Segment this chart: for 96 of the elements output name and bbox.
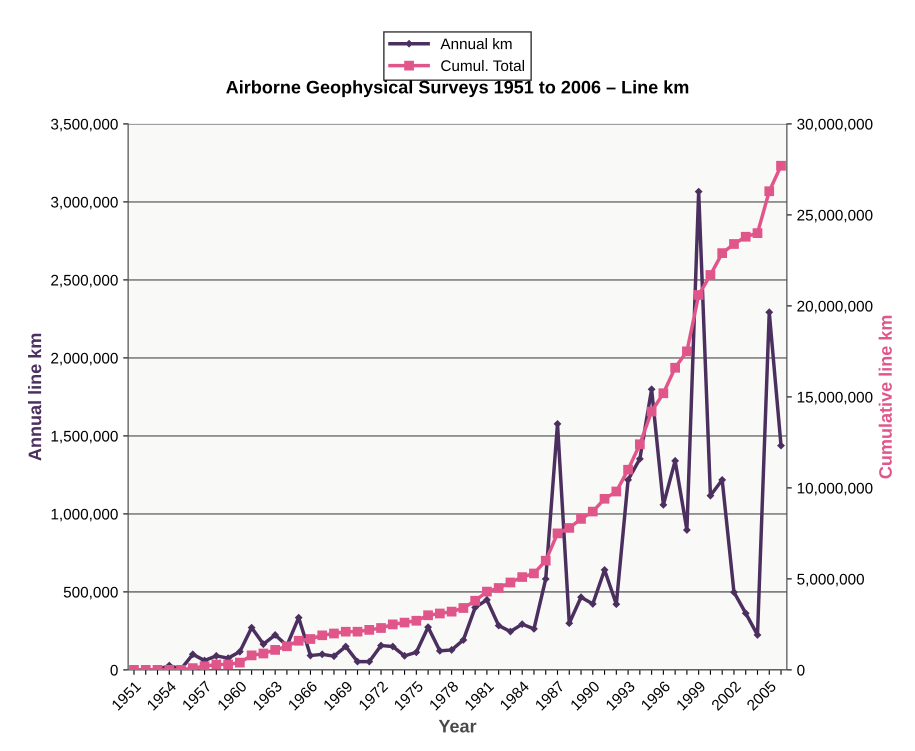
y-tick-label: 0 [110, 664, 118, 676]
y2-tick-label: 5,000,000 [797, 574, 864, 586]
point [470, 596, 480, 606]
point [342, 642, 350, 650]
point [564, 523, 574, 533]
point [589, 600, 596, 608]
y-tick-label: 3,000,000 [51, 196, 118, 210]
point [411, 616, 422, 626]
point [306, 634, 316, 644]
point [482, 586, 492, 596]
y2-axis-title: Cumulative line km [878, 316, 892, 478]
point [246, 650, 256, 660]
y-tick-label: 3,500,000 [51, 118, 118, 132]
point [212, 652, 220, 660]
point [706, 270, 716, 280]
point [752, 228, 762, 238]
point [436, 647, 444, 654]
y2-tick-label: 10,000,000 [798, 482, 872, 496]
point [506, 578, 516, 588]
point [552, 528, 562, 538]
y2-tick-label: 30,000,000 [797, 118, 872, 132]
point [542, 575, 550, 583]
point [460, 636, 468, 644]
y2-tick-label: 20,000,000 [797, 300, 872, 314]
point [495, 622, 502, 630]
point [200, 661, 210, 670]
point [577, 594, 585, 601]
point [236, 648, 244, 656]
point [318, 650, 326, 658]
point [682, 346, 692, 356]
point [340, 626, 351, 637]
point [189, 650, 196, 658]
point [352, 626, 362, 637]
point [329, 628, 339, 638]
point [530, 625, 538, 633]
x-axis-title: Year [438, 720, 476, 733]
point [764, 186, 774, 196]
point [600, 494, 610, 504]
point [634, 439, 645, 450]
point [376, 623, 386, 633]
point [483, 596, 491, 604]
y2-tick-label: 0 [797, 664, 805, 676]
point [529, 568, 539, 578]
point [611, 486, 622, 496]
point [364, 624, 374, 635]
point [776, 160, 786, 171]
point [730, 588, 738, 596]
point [248, 624, 256, 632]
y-tick-label: 1,000,000 [52, 508, 118, 522]
point [646, 406, 656, 416]
point [400, 652, 408, 660]
point [388, 620, 398, 630]
legend-label: Annual km [440, 38, 512, 50]
y-tick-label: 500,000 [64, 586, 118, 600]
y-tick-label: 2,000,000 [51, 352, 118, 366]
point [423, 610, 433, 620]
point [670, 362, 680, 373]
y2-tick-label: 25,000,000 [797, 210, 872, 222]
point [235, 658, 245, 668]
point [706, 492, 714, 500]
point [740, 232, 751, 242]
point [517, 572, 528, 582]
y-tick-label: 1,500,000 [52, 430, 118, 444]
point [272, 631, 279, 639]
legend-label: Cumul. Total [441, 60, 524, 72]
point [742, 610, 750, 617]
y2-tick-label: 15,000,000 [798, 392, 872, 404]
point [458, 603, 468, 613]
point [694, 290, 704, 300]
point [588, 506, 598, 516]
y-axis-title: Annual line km [28, 334, 42, 461]
point [260, 640, 268, 648]
point [518, 620, 526, 628]
point [717, 248, 728, 258]
point [377, 642, 385, 650]
point [270, 645, 280, 655]
point [294, 636, 304, 646]
chart-title: Airborne Geophysical Surveys 1951 to 2006 – Line km [226, 80, 688, 98]
y-tick-label: 2,500,000 [51, 274, 118, 288]
point [540, 556, 551, 566]
point [494, 583, 504, 593]
point [366, 658, 373, 666]
point [506, 628, 514, 636]
point [446, 606, 456, 617]
point [211, 660, 222, 670]
point [623, 464, 633, 475]
point [400, 618, 410, 628]
point [729, 239, 739, 249]
point [636, 455, 644, 462]
point [658, 388, 668, 398]
point [317, 630, 328, 640]
point [576, 514, 586, 524]
point [258, 648, 268, 658]
point [434, 608, 445, 618]
point [223, 660, 233, 670]
point [412, 648, 420, 656]
